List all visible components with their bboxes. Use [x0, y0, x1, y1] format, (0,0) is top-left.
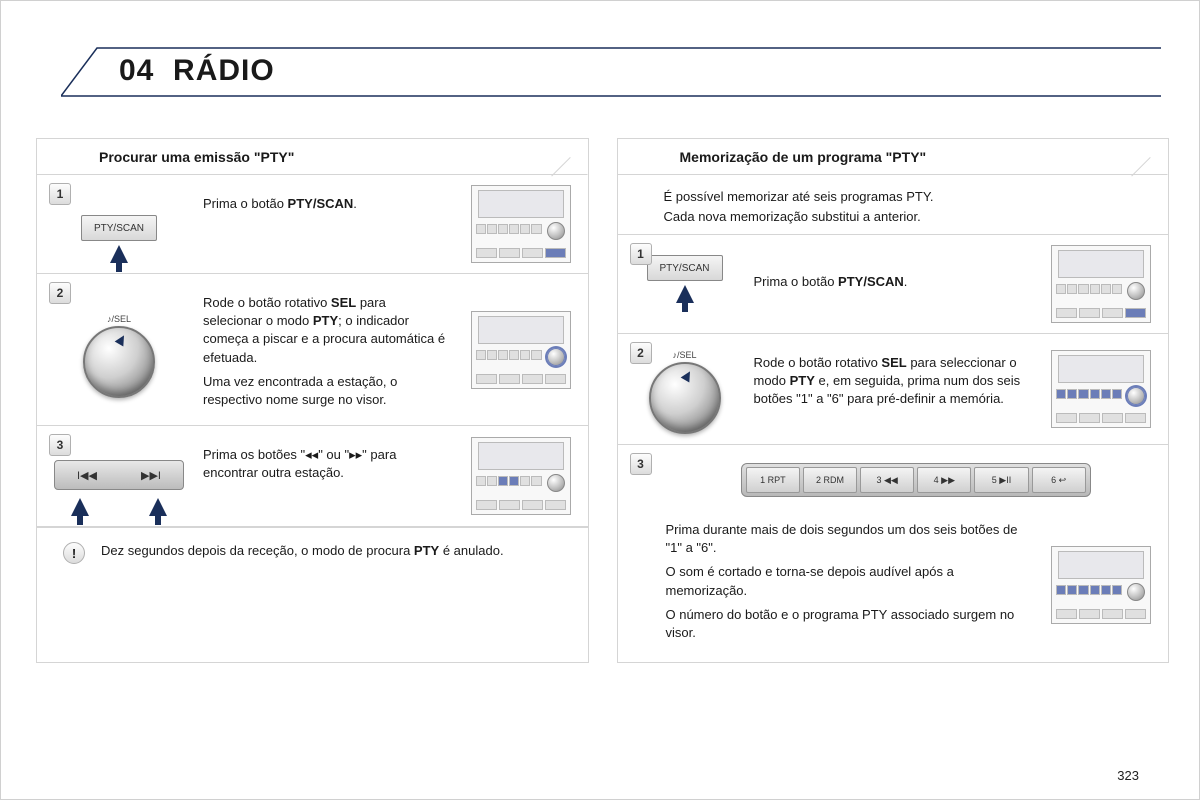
- preset-buttons-graphic: 1 RPT 2 RDM 3 ◀◀ 4 ▶▶ 5 ▶II 6 ↩: [741, 463, 1091, 497]
- note-text: Dez segundos depois da receção, o modo d…: [101, 542, 576, 560]
- step-1-right: 1 PTY/SCAN Prima o botão PTY/SCAN.: [618, 234, 1169, 334]
- note-row: ! Dez segundos depois da receção, o modo…: [37, 527, 588, 578]
- step-text: Prima o botão PTY/SCAN.: [203, 185, 452, 263]
- next-icon: ▶▶I: [141, 469, 161, 482]
- pty-scan-button-graphic: PTY/SCAN: [647, 255, 723, 281]
- panel-thumbnail: [466, 185, 576, 263]
- preset-3: 3 ◀◀: [860, 467, 914, 493]
- preset-1: 1 RPT: [746, 467, 800, 493]
- step-1-left: 1 PTY/SCAN Prima o botão PTY/SCAN.: [37, 175, 588, 274]
- section-title: Memorização de um programa "PTY": [680, 149, 927, 165]
- note-icon: !: [63, 542, 85, 564]
- step-badge: 3: [49, 434, 71, 456]
- chapter-title-bar: 04 RÁDIO: [61, 46, 1199, 98]
- step-text: Rode o botão rotativo SEL para seleciona…: [203, 284, 452, 415]
- page-number: 323: [1117, 768, 1139, 783]
- step-2-left: 2 ♪/SEL Rode o botão rotativo SEL para s…: [37, 274, 588, 426]
- step-badge: 1: [49, 183, 71, 205]
- panel-thumbnail: [1046, 245, 1156, 323]
- preset-6: 6 ↩: [1032, 467, 1086, 493]
- step-3-right: 3 1 RPT 2 RDM 3 ◀◀ 4 ▶▶ 5 ▶II 6 ↩ Prima …: [618, 445, 1169, 662]
- step-text: Rode o botão rotativo SEL para seleccion…: [754, 344, 1033, 434]
- step-text: Prima durante mais de dois segundos um d…: [630, 521, 1033, 648]
- sel-label: ♪/SEL: [672, 350, 696, 360]
- step-badge: 2: [49, 282, 71, 304]
- right-column: Memorização de um programa "PTY" É possí…: [617, 138, 1170, 663]
- panel-thumbnail: [466, 284, 576, 415]
- step-3-left: 3 I◀◀ ▶▶I Prima os botões "◂◂" ou "▸▸" p…: [37, 426, 588, 527]
- section-header-right: Memorização de um programa "PTY": [618, 139, 1169, 175]
- pty-scan-button-graphic: PTY/SCAN: [81, 215, 157, 241]
- arrow-up-icon: [676, 285, 694, 303]
- sel-label: ♪/SEL: [107, 314, 131, 324]
- sel-knob-graphic: [83, 326, 155, 398]
- panel-thumbnail: [1046, 344, 1156, 434]
- seek-bar-graphic: I◀◀ ▶▶I: [54, 460, 184, 490]
- step-2-right: 2 ♪/SEL Rode o botão rotativo SEL para s…: [618, 334, 1169, 445]
- intro-text: É possível memorizar até seis programas …: [618, 175, 1169, 234]
- section-header-left: Procurar uma emissão "PTY": [37, 139, 588, 175]
- preset-4: 4 ▶▶: [917, 467, 971, 493]
- left-column: Procurar uma emissão "PTY" 1 PTY/SCAN Pr…: [36, 138, 589, 663]
- step-icon-area: ♪/SEL: [49, 284, 189, 415]
- chapter-number: 04: [119, 54, 154, 87]
- arrow-up-icon: [149, 498, 167, 516]
- section-title: Procurar uma emissão "PTY": [99, 149, 294, 165]
- step-badge: 1: [630, 243, 652, 265]
- arrow-up-icon: [71, 498, 89, 516]
- step-text: Prima o botão PTY/SCAN.: [754, 245, 1033, 323]
- panel-thumbnail: [1046, 521, 1156, 648]
- step-text: Prima os botões "◂◂" ou "▸▸" para encont…: [203, 436, 452, 516]
- prev-icon: I◀◀: [77, 469, 97, 482]
- chapter-name: RÁDIO: [173, 54, 275, 87]
- arrow-up-icon: [110, 245, 128, 263]
- panel-thumbnail: [466, 436, 576, 516]
- sel-knob-graphic: [649, 362, 721, 434]
- preset-2: 2 RDM: [803, 467, 857, 493]
- preset-5: 5 ▶II: [974, 467, 1028, 493]
- step-badge: 3: [630, 453, 652, 475]
- step-badge: 2: [630, 342, 652, 364]
- chapter-title: 04 RÁDIO: [119, 54, 275, 88]
